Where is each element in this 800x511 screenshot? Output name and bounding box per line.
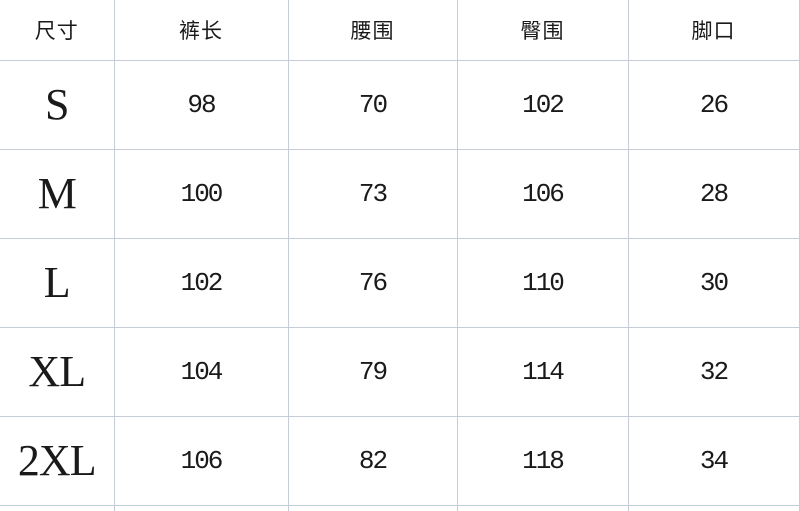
leg-opening-value: 28	[627, 148, 800, 239]
table-body: S 98 70 102 26 M 100 73 106 28 L 102 76 …	[0, 60, 800, 511]
table-row-2xl: 2XL 106 82 118 34	[0, 415, 800, 506]
empty-cell	[287, 504, 458, 511]
table-header: 尺寸 裤长 腰围 臀围 脚口	[0, 0, 800, 61]
pants-length-value: 98	[113, 60, 289, 150]
pants-length-value: 104	[113, 326, 289, 417]
leg-opening-value: 34	[627, 415, 800, 506]
table-row-cropped	[0, 504, 800, 511]
pants-length-value: 106	[113, 415, 289, 506]
leg-opening-value: 26	[627, 60, 800, 150]
size-label: L	[0, 237, 115, 328]
leg-opening-value: 30	[627, 237, 800, 328]
hip-value: 118	[456, 415, 629, 506]
leg-opening-value: 32	[627, 326, 800, 417]
column-header-leg-opening: 脚口	[627, 0, 800, 61]
empty-cell	[627, 504, 800, 511]
column-header-waist: 腰围	[287, 0, 458, 61]
waist-value: 79	[287, 326, 458, 417]
size-label: S	[0, 60, 115, 150]
hip-value: 110	[456, 237, 629, 328]
waist-value: 70	[287, 60, 458, 150]
hip-value: 114	[456, 326, 629, 417]
hip-value: 102	[456, 60, 629, 150]
size-label: XL	[0, 326, 115, 417]
column-header-hip: 臀围	[456, 0, 629, 61]
size-label: 2XL	[0, 415, 115, 506]
header-row: 尺寸 裤长 腰围 臀围 脚口	[0, 0, 800, 61]
waist-value: 73	[287, 148, 458, 239]
column-header-size: 尺寸	[0, 0, 115, 61]
table-row-s: S 98 70 102 26	[0, 60, 800, 150]
waist-value: 76	[287, 237, 458, 328]
hip-value: 106	[456, 148, 629, 239]
pants-length-value: 102	[113, 237, 289, 328]
table-row-l: L 102 76 110 30	[0, 237, 800, 328]
pants-length-value: 100	[113, 148, 289, 239]
table-row-xl: XL 104 79 114 32	[0, 326, 800, 417]
empty-cell	[0, 504, 115, 511]
table-row-m: M 100 73 106 28	[0, 148, 800, 239]
column-header-pants-length: 裤长	[113, 0, 289, 61]
empty-cell	[113, 504, 289, 511]
empty-cell	[456, 504, 629, 511]
waist-value: 82	[287, 415, 458, 506]
size-label: M	[0, 148, 115, 239]
